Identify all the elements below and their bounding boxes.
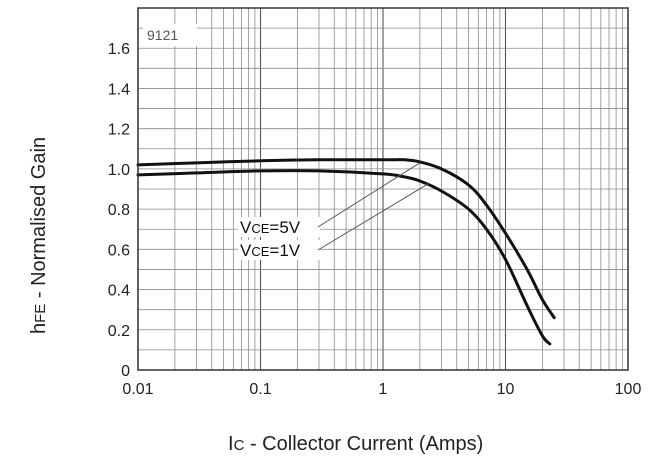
x-tick-label: 1 xyxy=(379,381,388,398)
y-tick-label: 0.8 xyxy=(108,202,130,219)
figure-code: 9121 xyxy=(147,27,178,43)
series-label-2: VCE=1V xyxy=(240,241,301,260)
series-label-leader xyxy=(317,162,421,228)
x-axis-label: IC - Collector Current (Amps) xyxy=(228,433,483,455)
series-label-background xyxy=(238,217,320,237)
x-tick-label: 0.1 xyxy=(249,381,271,398)
series-labels: VCE=5V VCE=1V xyxy=(238,162,430,260)
y-axis-label: hFE - Normalised Gain xyxy=(28,137,50,334)
plot-frame xyxy=(137,7,629,371)
y-tick-label: 0.6 xyxy=(108,242,130,259)
y-tick-label: 1.0 xyxy=(108,162,130,179)
figure-code-box xyxy=(143,24,197,46)
y-tick-labels: 0 0.2 0.4 0.6 0.8 1.0 1.2 1.4 1.6 xyxy=(108,41,130,380)
plot-grid xyxy=(137,7,628,371)
y-tick-label: 1.6 xyxy=(108,41,130,58)
series-label-leader xyxy=(317,182,430,251)
y-tick-label: 1.2 xyxy=(108,122,130,139)
y-tick-label: 0 xyxy=(121,363,130,380)
series-line-2 xyxy=(136,169,552,346)
y-tick-label: 1.4 xyxy=(108,81,130,98)
series-label-background xyxy=(238,240,320,260)
x-tick-label: 100 xyxy=(615,381,642,398)
x-tick-labels: 0.01 0.1 1 10 100 xyxy=(122,381,641,398)
series-line-1 xyxy=(136,158,556,320)
series-label-1: VCE=5V xyxy=(240,218,301,237)
y-tick-label: 0.4 xyxy=(108,283,130,300)
x-tick-label: 0.01 xyxy=(122,381,153,398)
x-tick-label: 10 xyxy=(497,381,515,398)
y-tick-label: 0.2 xyxy=(108,323,130,340)
